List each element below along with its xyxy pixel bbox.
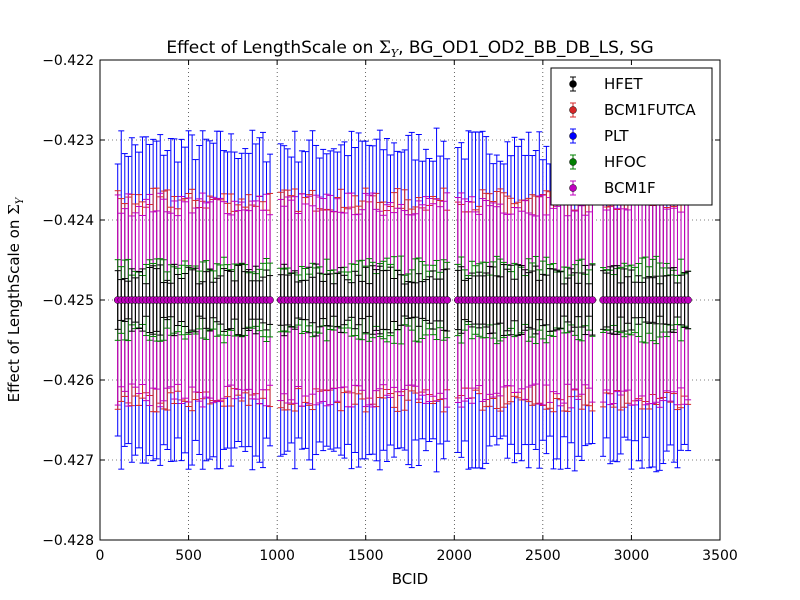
legend-label: BCM1F xyxy=(604,179,656,197)
y-axis-label-prefix: Effect of LengthScale on xyxy=(5,215,23,402)
y-tick-label: −0.426 xyxy=(42,373,94,389)
x-tick-label: 1000 xyxy=(259,548,295,564)
x-tick-label: 0 xyxy=(96,548,105,564)
series-points xyxy=(113,296,692,304)
y-tick-label: −0.428 xyxy=(42,533,94,549)
legend-marker xyxy=(569,158,577,166)
legend-box xyxy=(550,67,713,206)
legend-marker xyxy=(569,106,577,114)
x-tick-label: 3500 xyxy=(702,548,738,564)
chart-title-prefix: Effect of LengthScale on xyxy=(166,38,378,58)
chart-title-subscript: Y xyxy=(391,47,400,60)
y-tick-label: −0.422 xyxy=(42,53,94,69)
y-axis-label-subscript: Y xyxy=(15,196,26,204)
x-tick-label: 2500 xyxy=(525,548,561,564)
legend-label: HFOC xyxy=(604,153,646,171)
data-point xyxy=(443,296,451,304)
axis-ticks: 0 500 1000 1500 2000 2500 3000 3500 −0.428 −0.427… xyxy=(42,53,738,564)
legend-label: PLT xyxy=(604,127,629,145)
data-point xyxy=(588,296,597,304)
x-axis-label: BCID xyxy=(392,570,428,588)
legend-label: HFET xyxy=(604,75,643,93)
chart-title-suffix: , BG_OD1_OD2_BB_DB_LS, SG xyxy=(398,38,654,58)
legend-marker xyxy=(569,132,577,140)
x-tick-label: 1500 xyxy=(348,548,384,564)
legend-marker xyxy=(569,80,577,88)
series-marks xyxy=(113,127,692,473)
data-point xyxy=(266,296,274,304)
x-tick-label: 3000 xyxy=(614,548,650,564)
legend-marker xyxy=(569,184,577,192)
x-tick-label: 2000 xyxy=(436,548,472,564)
chart-title: Effect of LengthScale on ΣY, BG_OD1_OD2_… xyxy=(166,38,653,60)
y-axis-label: Effect of LengthScale on ΣY xyxy=(5,196,26,402)
y-axis-label-symbol: Σ xyxy=(5,204,23,215)
y-tick-label: −0.425 xyxy=(42,293,94,309)
chart-title-symbol: Σ xyxy=(379,38,391,58)
legend-label: BCM1FUTCA xyxy=(604,101,696,119)
data-point xyxy=(684,296,692,304)
y-tick-label: −0.427 xyxy=(42,453,94,469)
legend: HFET BCM1FUTCA PLT HFOC BCM1F xyxy=(550,67,713,206)
x-tick-label: 500 xyxy=(175,548,202,564)
y-tick-label: −0.423 xyxy=(42,133,94,149)
y-tick-label: −0.424 xyxy=(42,213,94,229)
